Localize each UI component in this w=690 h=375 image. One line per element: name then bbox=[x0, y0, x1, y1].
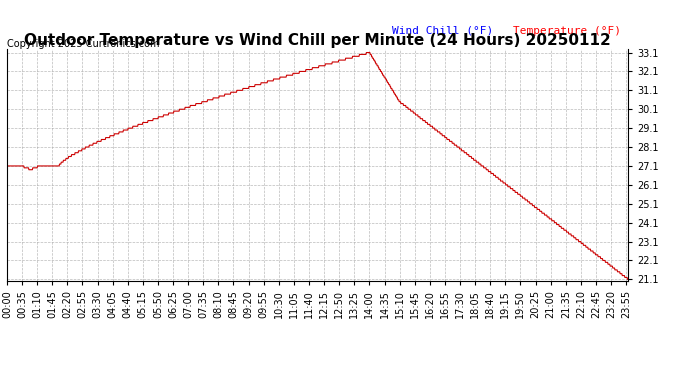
Text: Temperature (°F): Temperature (°F) bbox=[513, 26, 621, 36]
Text: Copyright 2025 Curtronics.com: Copyright 2025 Curtronics.com bbox=[7, 39, 159, 50]
Text: Wind Chill (°F): Wind Chill (°F) bbox=[392, 26, 493, 36]
Title: Outdoor Temperature vs Wind Chill per Minute (24 Hours) 20250112: Outdoor Temperature vs Wind Chill per Mi… bbox=[24, 33, 611, 48]
